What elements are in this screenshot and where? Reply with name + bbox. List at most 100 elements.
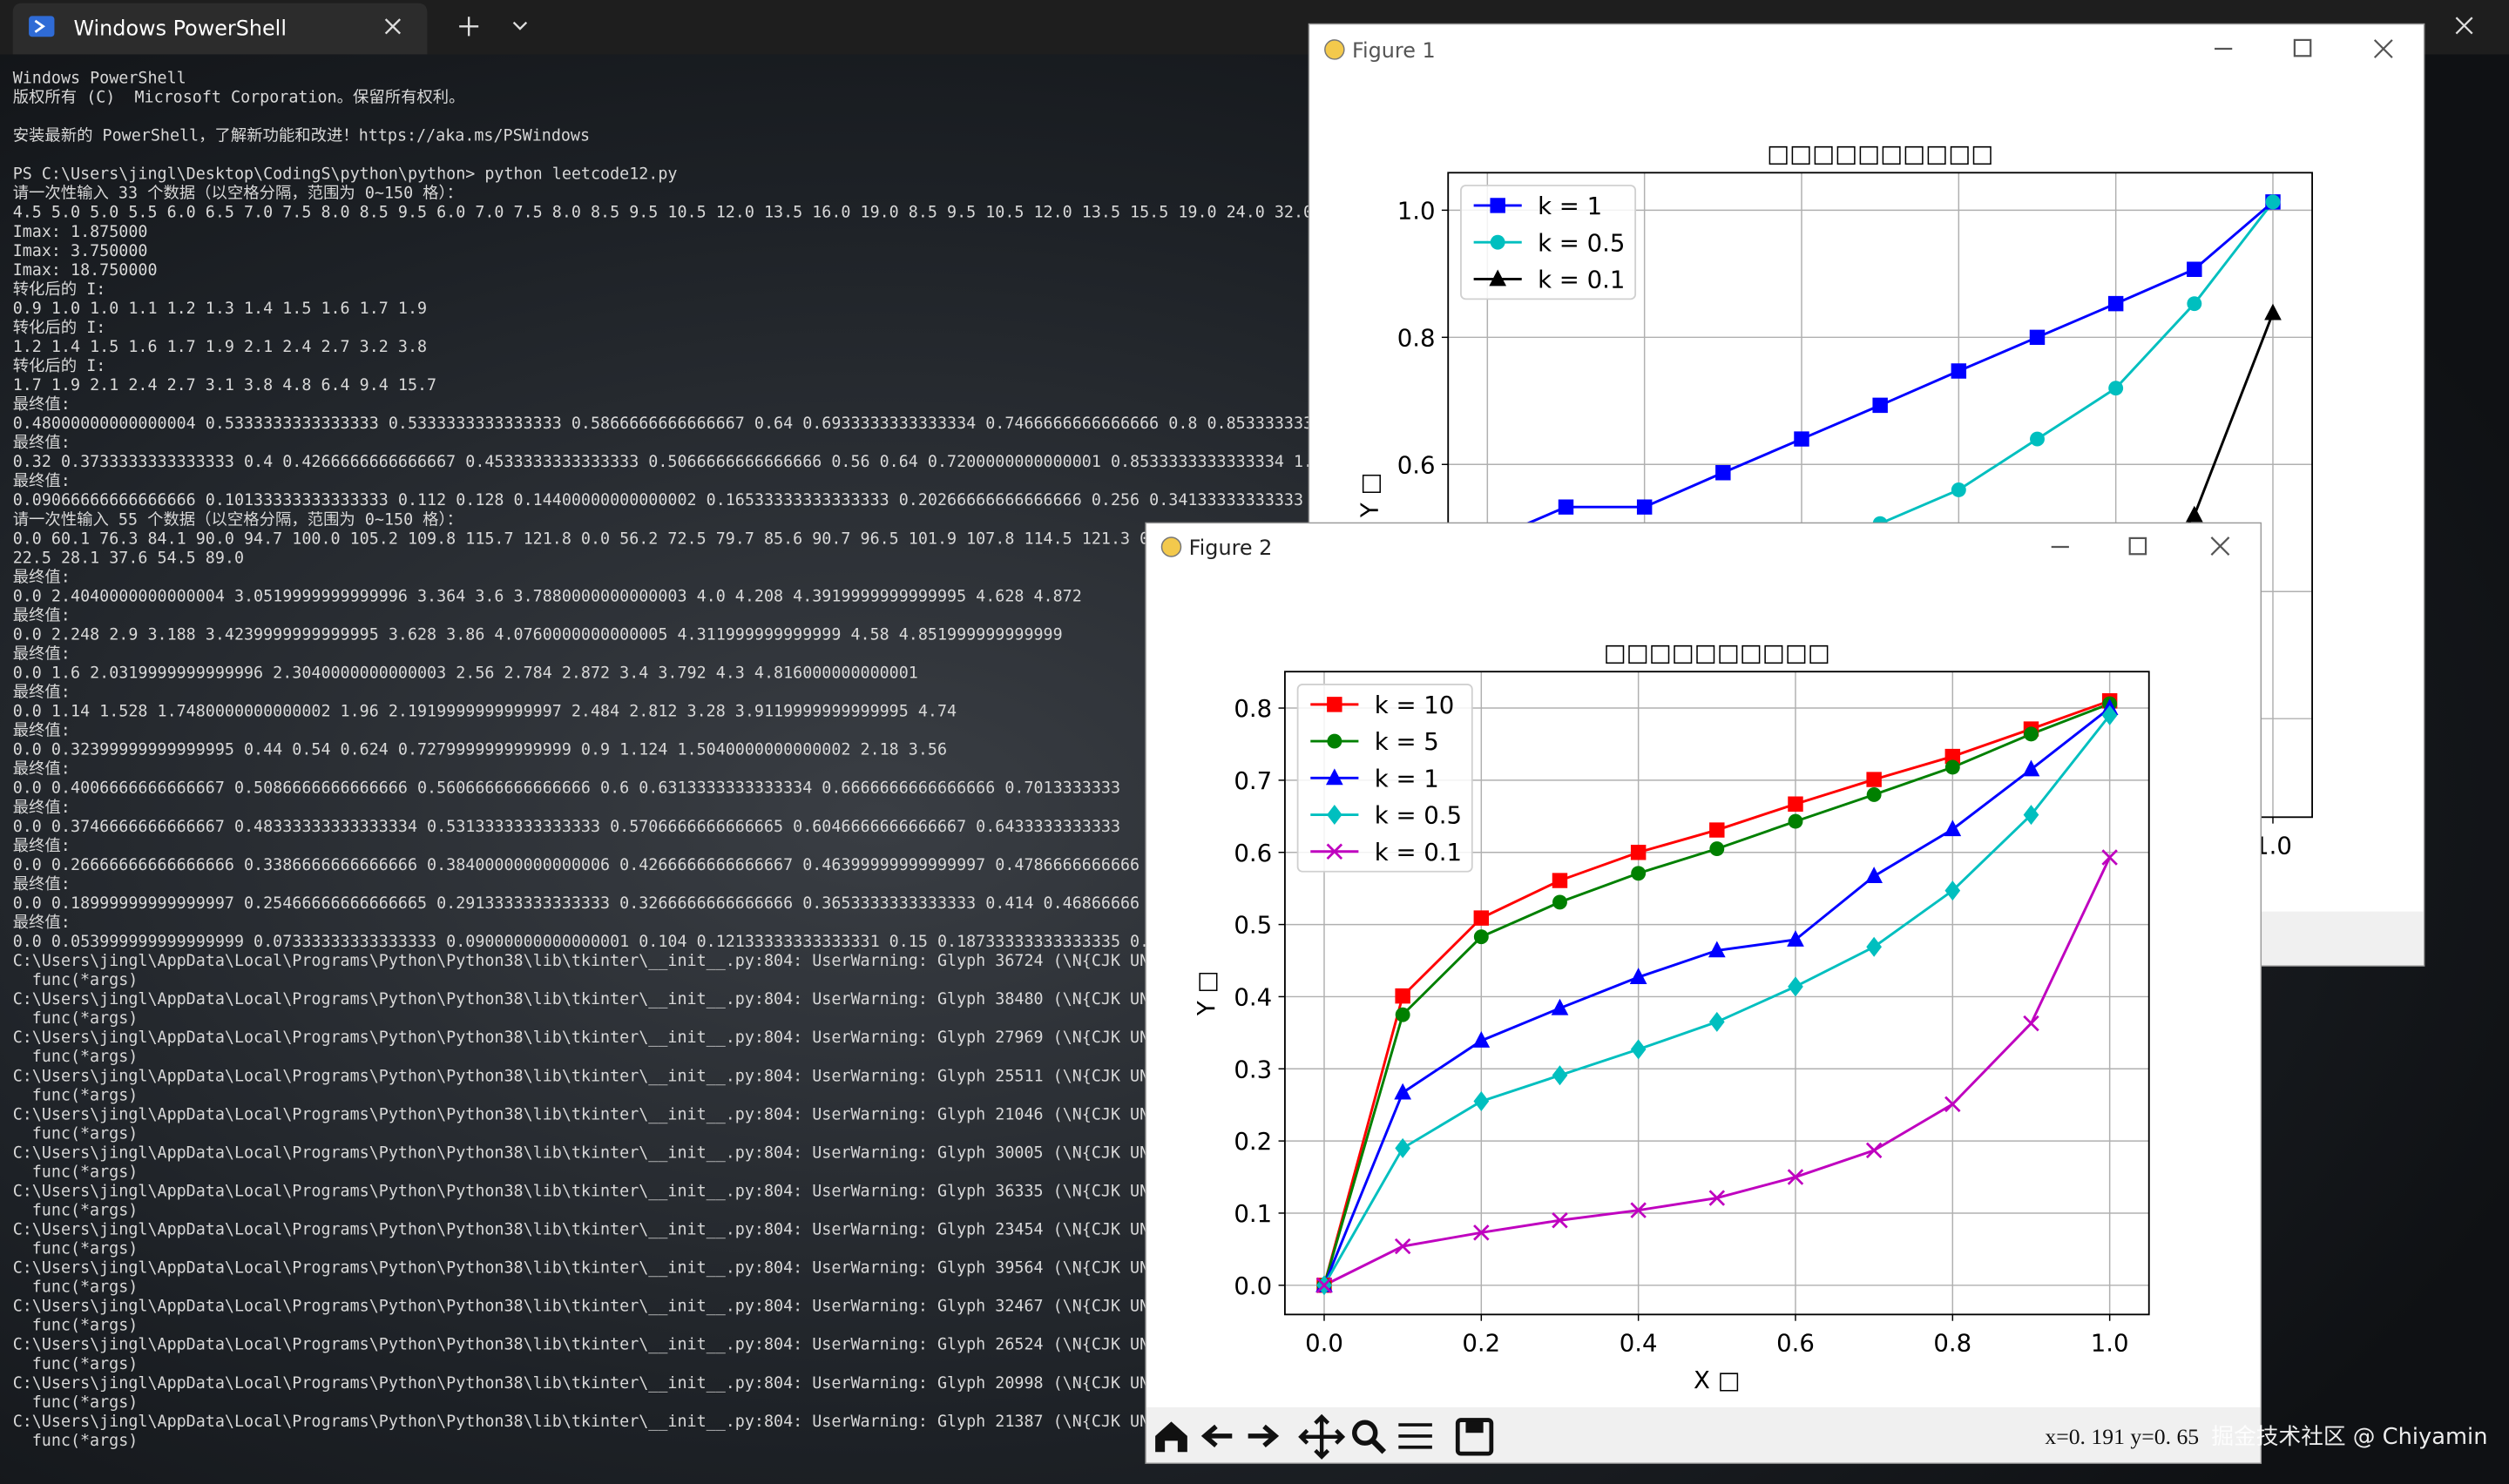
x-tick-label: 0.4 [1620,1330,1658,1358]
terminal-line: 转化后的 I: [13,280,106,299]
terminal-line: 最终值: [13,645,71,664]
home-button[interactable] [1155,1421,1187,1453]
zoom-button[interactable] [1352,1420,1378,1446]
marker [1944,820,1962,837]
legend-label: k = 1 [1375,765,1439,793]
close-button[interactable] [2210,536,2230,556]
marker [2265,194,2281,210]
terminal-line: 0.09066666666666666 0.10133333333333333 … [13,491,1303,509]
configure-button[interactable] [1398,1423,1432,1449]
pan-button[interactable] [1298,1413,1346,1460]
y-tick-label: 0.7 [1234,767,1272,795]
terminal-line: 最终值: [13,837,71,855]
terminal-line: func(*args) [32,1317,139,1335]
legend-label: k = 5 [1375,728,1439,756]
marker [2185,505,2203,523]
tab-dropdown[interactable] [512,21,528,30]
watermark: 掘金技术社区 @ Chiyamin [2211,1424,2487,1450]
y-tick-label: 0.1 [1234,1200,1272,1228]
marker [2108,381,2124,396]
terminal-line: C:\Users\jingl\AppData\Local\Programs\Py… [13,1259,1149,1278]
terminal-line: C:\Users\jingl\AppData\Local\Programs\Py… [13,1336,1149,1354]
y-tick-label: 0.3 [1234,1056,1272,1083]
maximize-button[interactable] [2293,38,2312,57]
terminal-close[interactable] [2455,17,2473,35]
marker [1395,1137,1410,1158]
marker [2030,431,2045,447]
terminal-line: 22.5 28.1 37.6 54.5 89.0 [13,549,244,567]
y-tick-label: 0.6 [1397,451,1436,479]
terminal-line: C:\Users\jingl\AppData\Local\Programs\Py… [13,1105,1149,1123]
legend-label: k = 0.5 [1538,229,1625,257]
terminal-line: Imax: 1.875000 [13,223,148,241]
forward-button[interactable] [1248,1424,1280,1448]
marker [1558,499,1574,515]
marker [1866,772,1882,787]
new-tab[interactable] [459,17,479,37]
legend-marker [1326,843,1343,860]
marker [1865,1142,1883,1159]
legend-marker [1489,269,1507,287]
terminal-line: func(*args) [32,1086,139,1104]
marker [1865,867,1883,883]
terminal-line: func(*args) [32,1278,139,1297]
marker [1631,866,1647,881]
terminal-line: 最终值: [13,722,71,740]
marker [1866,787,1882,802]
marker [1709,822,1725,838]
terminal-line: 转化后的 I: [13,319,106,337]
maximize-button[interactable] [2128,536,2147,556]
marker [1788,813,1803,829]
terminal-line: 转化后的 I: [13,357,106,375]
y-tick-label: 0.2 [1234,1128,1272,1156]
tab-close[interactable] [384,18,402,35]
marker [1709,841,1725,857]
marker [1951,363,1967,379]
marker [1708,1190,1726,1206]
marker [1630,1202,1647,1218]
terminal-line: 0.0 0.3746666666666667 0.483333333333333… [13,818,1120,836]
terminal-line: C:\Users\jingl\AppData\Local\Programs\Py… [13,1374,1149,1393]
marker [1788,976,1803,997]
marker [1473,910,1490,926]
legend-label: k = 0.1 [1538,266,1625,294]
marker [1473,1091,1490,1112]
legend-marker [1325,768,1343,786]
terminal-line: 0.0 60.1 76.3 84.1 90.0 94.7 100.0 105.2… [13,530,1149,548]
terminal-line: 0.48000000000000004 0.5333333333333333 0… [13,415,1313,433]
marker [1872,397,1888,414]
legend-label: k = 0.1 [1375,839,1462,867]
marker [2024,726,2039,742]
terminal-line: 版权所有 (C) Microsoft Corporation。保留所有权利。 [13,89,465,107]
figure2-chart: 0.0 0.2 0.4 0.6 0.8 1.0 0.0 0.1 0.2 0.3 0.4 0.5 0.6 0… [1193,638,2150,1394]
x-tick-label: 0.0 [1305,1330,1343,1358]
terminal-line: Imax: 3.750000 [13,242,148,260]
x-tick-label: 0.6 [1776,1330,1815,1358]
marker [2029,329,2046,346]
terminal-line: 0.32 0.3733333333333333 0.4 0.4266666666… [13,453,1313,471]
marker [1944,748,1961,765]
marker [1866,936,1882,957]
terminal-line: C:\Users\jingl\AppData\Local\Programs\Py… [13,1029,1149,1047]
terminal-line: Windows PowerShell [13,69,186,87]
marker [1944,880,1961,901]
marker [1630,845,1647,860]
axes-frame [1283,671,2150,1316]
marker [2023,1015,2039,1032]
marker [1788,796,1803,812]
marker [1552,894,1567,910]
save-button[interactable] [1455,1418,1494,1456]
terminal-line: func(*args) [32,1009,139,1028]
marker [1708,1011,1725,1032]
back-button[interactable] [1200,1424,1233,1448]
terminal-line: C:\Users\jingl\AppData\Local\Programs\Py… [13,1413,1149,1431]
y-tick-label: 0.5 [1234,912,1272,940]
terminal-line: func(*args) [32,1355,139,1373]
terminal-line: 0.0 0.18999999999999997 0.25466666666666… [13,894,1140,913]
terminal-line: C:\Users\jingl\AppData\Local\Programs\Py… [13,952,1149,970]
marker [1944,759,1960,775]
active-tab[interactable] [12,3,428,55]
marker [1552,873,1568,888]
marker [1395,1007,1410,1022]
close-button[interactable] [2373,39,2393,58]
